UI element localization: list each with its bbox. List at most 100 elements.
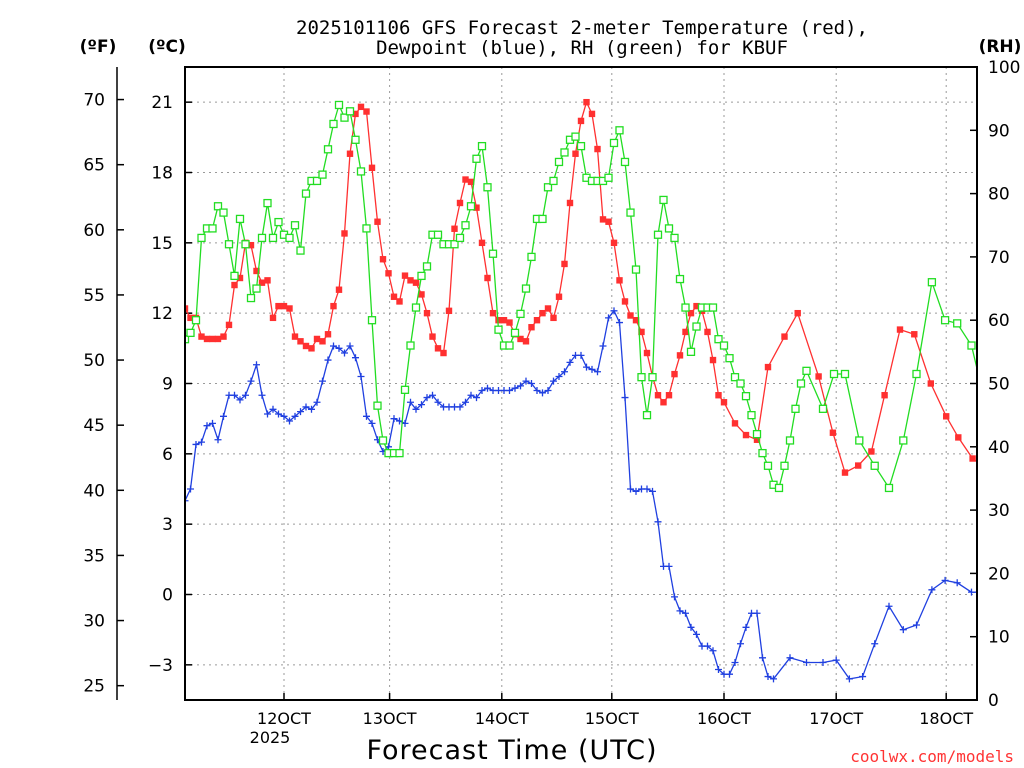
x-tick-label: 16OCT	[697, 709, 751, 728]
rh-point	[741, 392, 751, 401]
dewpoint-point	[258, 391, 266, 399]
temperature-point	[462, 176, 469, 183]
x-tick-label: 17OCT	[809, 709, 863, 728]
temperature-point	[368, 164, 376, 172]
temperature-point	[489, 309, 497, 317]
temperature-point	[829, 429, 837, 436]
rh-point	[213, 202, 223, 211]
rh-point	[714, 335, 723, 344]
celsius-tick-label: 3	[162, 515, 173, 535]
temperature-point	[418, 291, 425, 298]
dewpoint-point	[335, 344, 343, 352]
temperature-point	[781, 333, 788, 340]
rh-tick-label: 50	[988, 375, 1010, 395]
rh-point	[219, 208, 228, 217]
dewpoint-point	[819, 658, 827, 666]
temperature-point	[638, 328, 645, 336]
dewpoint-point	[764, 673, 772, 681]
dewpoint-point	[264, 410, 271, 418]
dewpoint-point	[709, 647, 717, 655]
rh-point	[378, 436, 388, 445]
dewpoint-point	[1020, 546, 1024, 553]
temperature-point	[412, 279, 420, 286]
rh-point	[483, 183, 492, 192]
temperature-point	[429, 333, 436, 340]
temperature-point	[275, 302, 282, 310]
dewpoint-point	[291, 412, 299, 420]
temperature-point	[610, 239, 618, 247]
rh-point	[840, 369, 850, 379]
fahrenheit-tick-label: 25	[83, 677, 105, 697]
rh-point	[208, 224, 217, 233]
dewpoint-point	[368, 419, 376, 427]
dewpoint-point	[220, 412, 227, 420]
dewpoint-point	[209, 419, 216, 427]
rh-point	[356, 167, 366, 176]
rh-point	[730, 373, 740, 382]
temperature-point	[379, 256, 387, 263]
temperature-point	[616, 277, 623, 284]
rh-point	[268, 233, 278, 243]
series-line	[185, 100, 977, 474]
dewpoint-point	[599, 342, 607, 350]
rh-point	[505, 341, 514, 350]
temperature-point	[599, 216, 607, 223]
temperature-point	[654, 392, 662, 399]
dewpoint-point	[583, 363, 590, 371]
temperature-point	[407, 277, 414, 284]
dewpoint-point	[885, 602, 893, 610]
temperature-point	[544, 305, 552, 312]
dewpoint-point	[236, 396, 244, 404]
dewpoint-point	[473, 394, 480, 402]
rh-point	[290, 221, 300, 230]
dewpoint-point	[478, 387, 486, 395]
dewpoint-point	[506, 387, 513, 395]
rh-point	[191, 316, 201, 325]
rh-point	[791, 404, 800, 413]
dewpoint-point	[517, 382, 524, 390]
rh-point	[802, 366, 811, 375]
dewpoint-point	[605, 314, 612, 322]
source-credit: coolwx.com/models	[850, 747, 1014, 766]
rh-point	[323, 145, 333, 154]
dewpoint-point	[390, 415, 398, 423]
rh-point	[301, 189, 311, 198]
temperature-point	[319, 338, 326, 345]
rh-point	[543, 183, 553, 192]
dewpoint-point	[577, 351, 585, 359]
dewpoint-point	[467, 391, 475, 399]
x-tick-label: 14OCT	[475, 709, 529, 728]
rh-point	[450, 240, 459, 249]
rh-point	[604, 173, 613, 182]
rh-point	[659, 195, 668, 205]
dewpoint-point	[297, 408, 304, 416]
temperature-point	[522, 338, 530, 345]
temperature-point	[794, 309, 801, 317]
rh-point	[466, 202, 476, 211]
temperature-point	[253, 267, 260, 275]
rh-tick-label: 60	[988, 311, 1010, 331]
temperature-point	[506, 319, 513, 326]
rh-point	[686, 347, 696, 357]
rh-point	[736, 379, 745, 388]
fahrenheit-unit-label: (ºF)	[80, 37, 117, 57]
dewpoint-point	[198, 438, 205, 446]
temperature-point	[335, 286, 343, 293]
temperature-point	[682, 328, 689, 336]
dewpoint-point	[308, 405, 315, 413]
rh-point	[719, 341, 729, 350]
dewpoint-point	[665, 562, 673, 570]
dewpoint-point	[588, 365, 596, 373]
rh-point	[615, 126, 624, 135]
dewpoint-point	[913, 621, 920, 629]
rh-point	[884, 483, 894, 493]
rh-point	[681, 303, 690, 312]
rh-point	[527, 252, 536, 262]
dewpoint-point	[533, 387, 541, 395]
dewpoint-point	[302, 403, 310, 411]
rh-point	[406, 341, 415, 350]
dewpoint-point	[214, 436, 222, 444]
dewpoint-point	[484, 384, 491, 392]
temperature-point	[198, 333, 205, 340]
dewpoint-point	[649, 487, 656, 495]
